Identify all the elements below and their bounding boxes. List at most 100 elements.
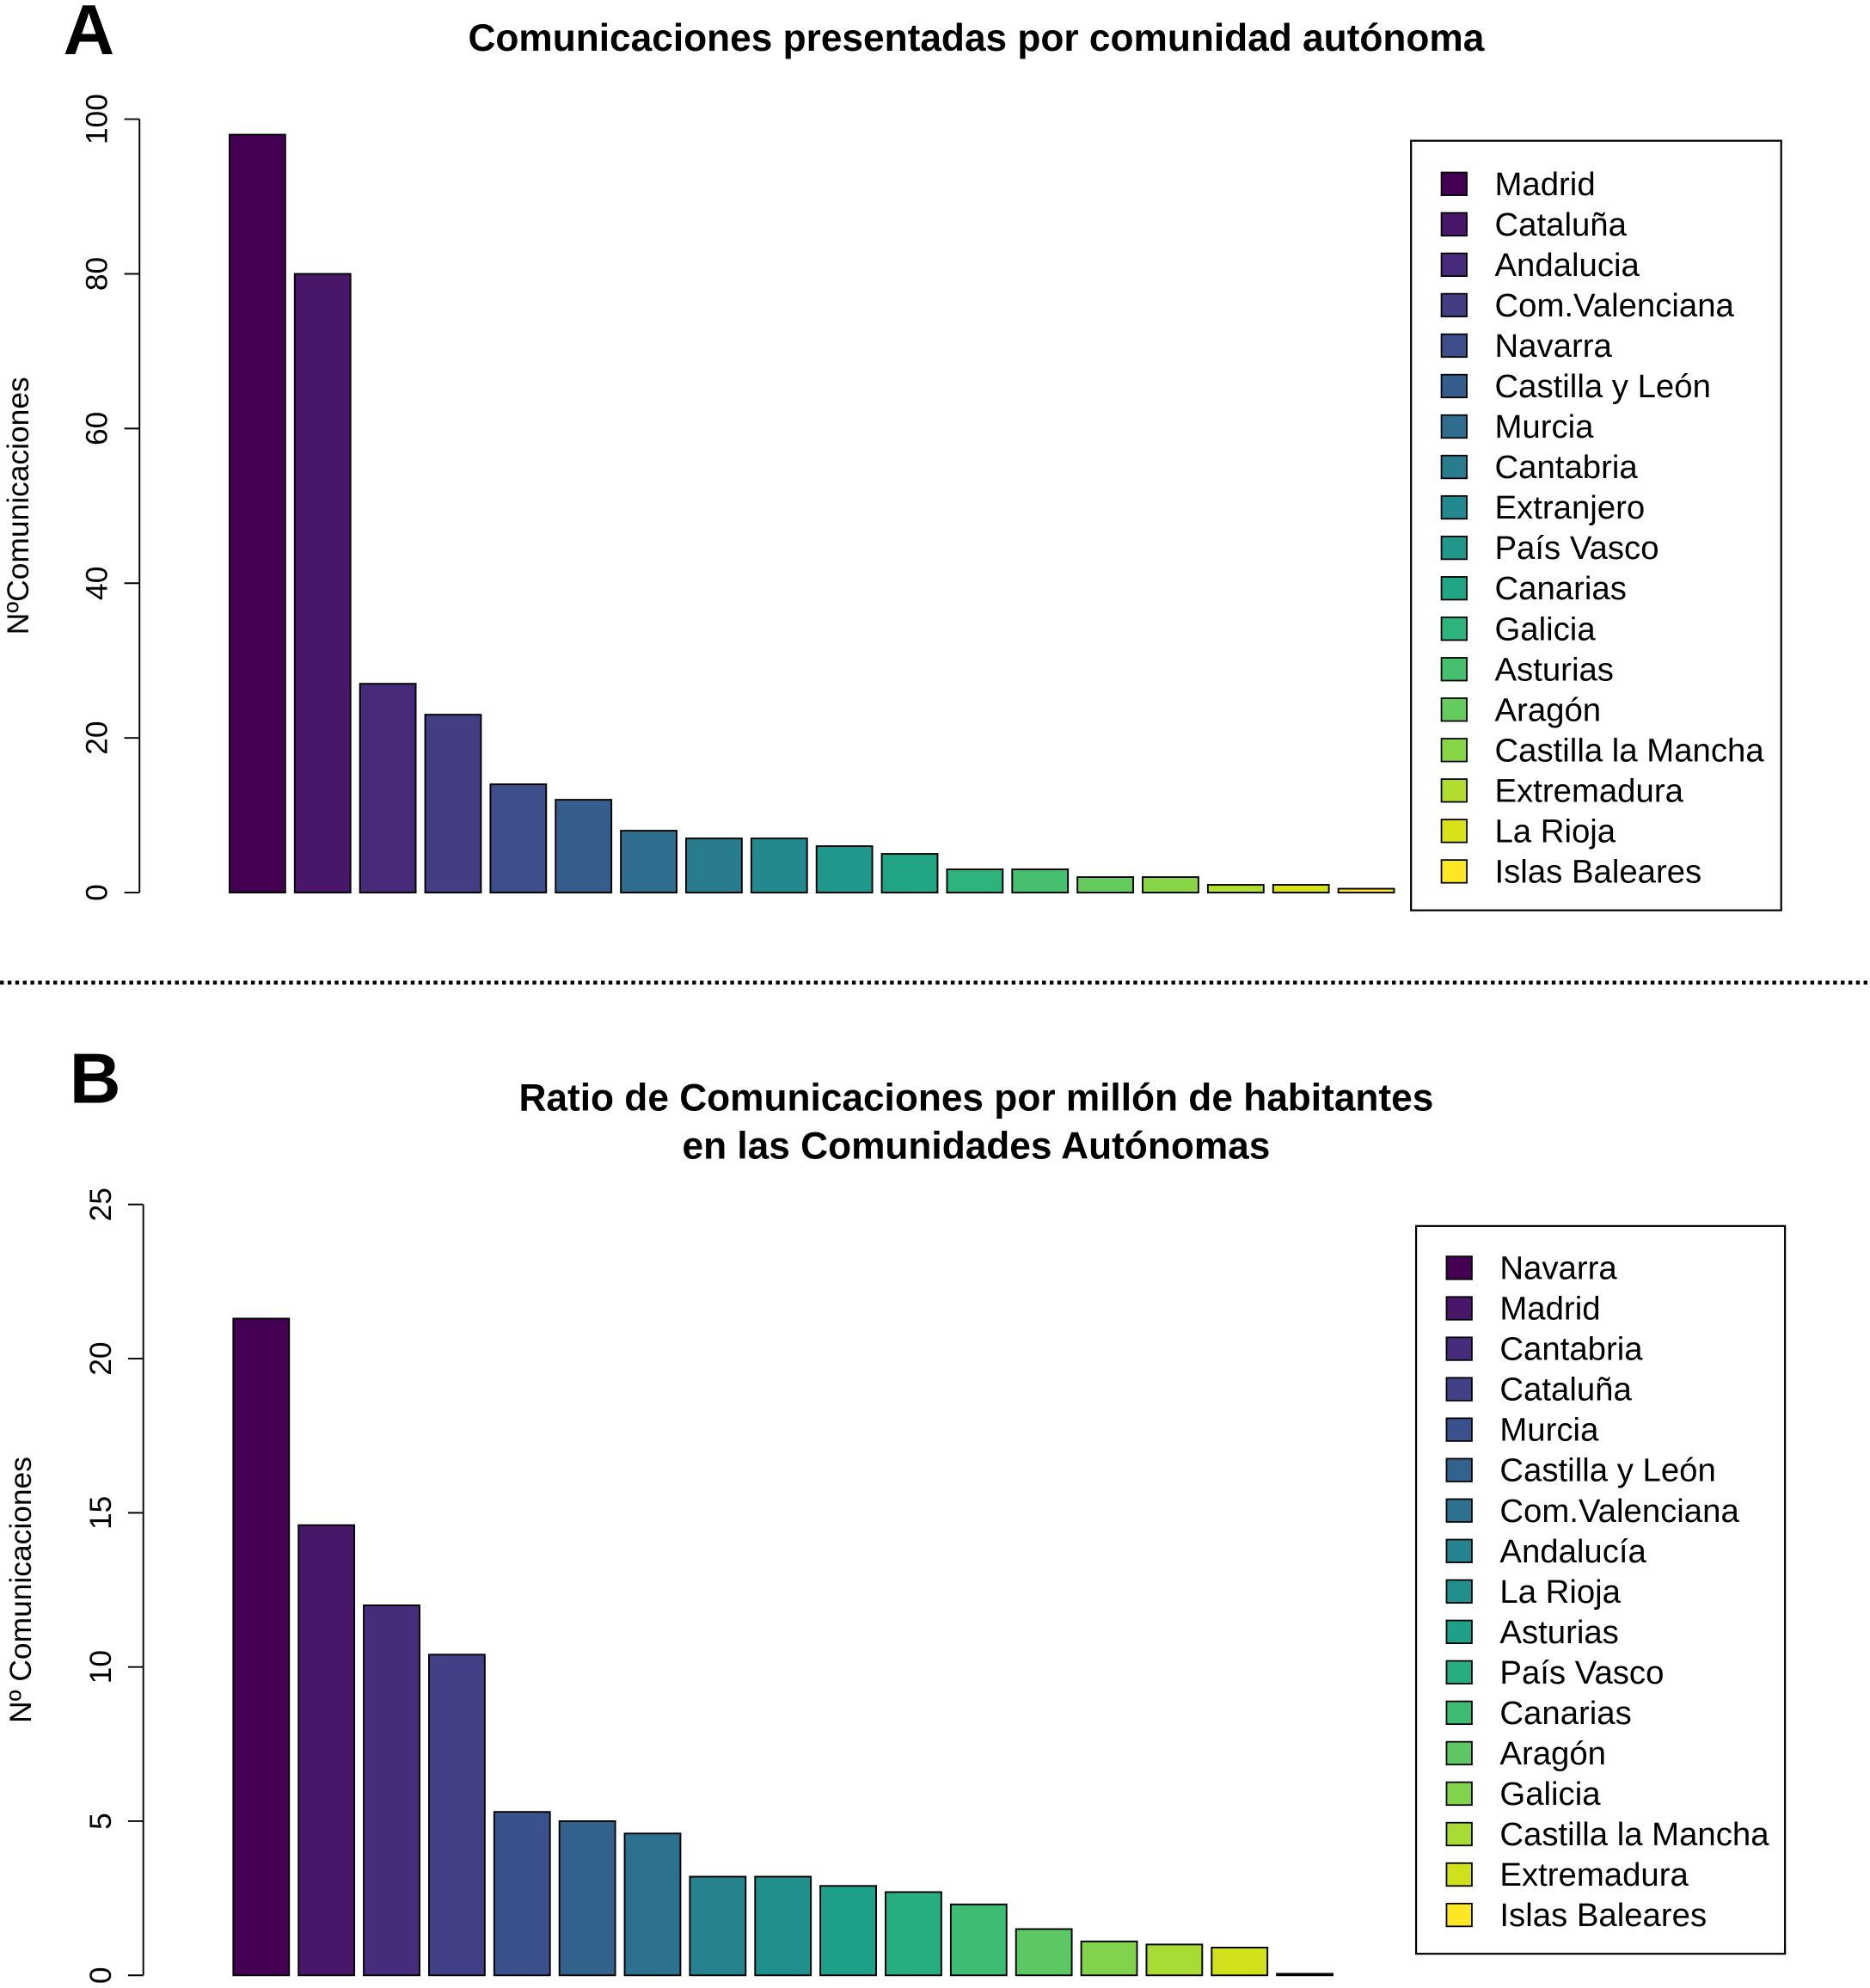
- legend-label: Canarias: [1494, 570, 1626, 607]
- legend-swatch: [1445, 1660, 1473, 1685]
- legend-swatch: [1440, 252, 1468, 278]
- legend-label: Aragón: [1494, 691, 1601, 728]
- legend-swatch: [1440, 576, 1468, 601]
- y-axis-label: Nº Comunicaciones: [4, 1457, 38, 1723]
- legend-label: Asturias: [1494, 651, 1613, 688]
- bar: [493, 1811, 551, 1977]
- legend-label: Canarias: [1499, 1695, 1631, 1732]
- legend-swatch: [1440, 212, 1468, 236]
- legend-label: Cantabria: [1499, 1331, 1643, 1368]
- y-tick-label: 25: [84, 1187, 118, 1221]
- bar: [689, 1875, 747, 1977]
- bar: [1011, 868, 1070, 893]
- legend-swatch: [1440, 617, 1468, 641]
- legend-swatch: [1445, 1457, 1473, 1482]
- legend-swatch: [1440, 778, 1468, 803]
- legend-label: Castilla la Mancha: [1494, 732, 1764, 769]
- bar: [359, 683, 417, 893]
- legend-label: Islas Baleares: [1499, 1897, 1707, 1934]
- bar: [489, 783, 548, 893]
- panel-label: B: [70, 1040, 121, 1119]
- legend-swatch: [1445, 1902, 1473, 1928]
- legend-swatch: [1445, 1740, 1473, 1766]
- chart-title: Comunicaciones presentadas por comunidad…: [468, 17, 1484, 59]
- bar: [363, 1604, 420, 1977]
- legend-label: Cataluña: [1494, 206, 1627, 243]
- legend-swatch: [1445, 1538, 1473, 1563]
- legend-label: Navarra: [1494, 328, 1612, 365]
- bar: [946, 868, 1004, 893]
- legend-swatch: [1445, 1377, 1473, 1402]
- legend-label: País Vasco: [1499, 1654, 1664, 1691]
- bar: [1076, 876, 1134, 893]
- bar: [815, 845, 874, 893]
- legend-label: Madrid: [1494, 166, 1595, 203]
- legend-box: [1414, 1224, 1787, 1955]
- y-tick-label: 60: [80, 412, 113, 445]
- y-axis-label: NºComunicaciones: [2, 377, 35, 635]
- legend-swatch: [1440, 373, 1468, 399]
- bar: [427, 1654, 486, 1977]
- legend-label: País Vasco: [1494, 530, 1658, 567]
- bar: [1015, 1928, 1073, 1977]
- bar: [620, 830, 677, 893]
- legend-label: Andalucía: [1499, 1533, 1646, 1570]
- legend-label: Navarra: [1499, 1250, 1617, 1287]
- legend-swatch: [1445, 1862, 1473, 1887]
- legend-swatch: [1440, 535, 1468, 561]
- y-tick-label: 80: [80, 257, 113, 291]
- legend-swatch: [1440, 494, 1468, 520]
- y-tick-label: 15: [84, 1496, 118, 1530]
- legend-swatch: [1440, 819, 1468, 844]
- bar: [949, 1903, 1008, 1977]
- bar: [1206, 884, 1265, 893]
- bar: [1211, 1947, 1269, 1977]
- legend-swatch: [1440, 292, 1468, 318]
- legend-swatch: [1445, 1296, 1473, 1321]
- legend-label: Com.Valenciana: [1494, 287, 1734, 324]
- legend-swatch: [1445, 1821, 1473, 1847]
- legend-label: Galicia: [1499, 1776, 1601, 1813]
- legend-swatch: [1440, 171, 1468, 196]
- y-tick-label: 5: [84, 1813, 118, 1830]
- bar: [819, 1885, 877, 1977]
- bar: [232, 1317, 291, 1977]
- bar: [293, 273, 352, 893]
- legend-swatch: [1445, 1781, 1473, 1807]
- y-tick-label: 40: [80, 567, 113, 600]
- bar: [750, 838, 808, 893]
- legend-swatch: [1440, 859, 1468, 884]
- bar: [623, 1832, 682, 1977]
- legend-label: Islas Baleares: [1494, 853, 1701, 890]
- legend-label: La Rioja: [1499, 1574, 1621, 1611]
- legend-label: Com.Valenciana: [1499, 1493, 1739, 1530]
- legend-label: Cataluña: [1499, 1371, 1632, 1408]
- legend-label: Madrid: [1499, 1291, 1600, 1328]
- bar: [297, 1524, 356, 1977]
- bar: [1272, 884, 1330, 893]
- legend-label: Extremadura: [1499, 1856, 1689, 1893]
- legend-swatch: [1445, 1700, 1473, 1726]
- bar: [885, 1891, 942, 1977]
- bar: [555, 799, 613, 893]
- legend-label: Murcia: [1494, 408, 1594, 445]
- bar: [228, 133, 286, 893]
- bar: [424, 714, 482, 893]
- bar: [685, 838, 743, 893]
- y-tick-label: 20: [80, 721, 113, 754]
- legend-label: Galicia: [1494, 611, 1596, 647]
- legend-label: La Rioja: [1494, 813, 1616, 850]
- legend-label: Castilla y León: [1499, 1452, 1715, 1489]
- bar: [1337, 887, 1395, 893]
- legend-swatch: [1440, 333, 1468, 359]
- legend-swatch: [1445, 1417, 1473, 1442]
- legend-swatch: [1445, 1579, 1473, 1604]
- y-tick-label: 20: [84, 1341, 118, 1375]
- legend-label: Andalucia: [1494, 247, 1640, 284]
- legend-label: Extranjero: [1494, 489, 1645, 526]
- chart-title: Ratio de Comunicaciones por millón de ha…: [518, 1077, 1433, 1120]
- y-tick-label: 0: [84, 1967, 118, 1984]
- bar: [1276, 1973, 1334, 1977]
- y-tick-label: 0: [80, 884, 113, 901]
